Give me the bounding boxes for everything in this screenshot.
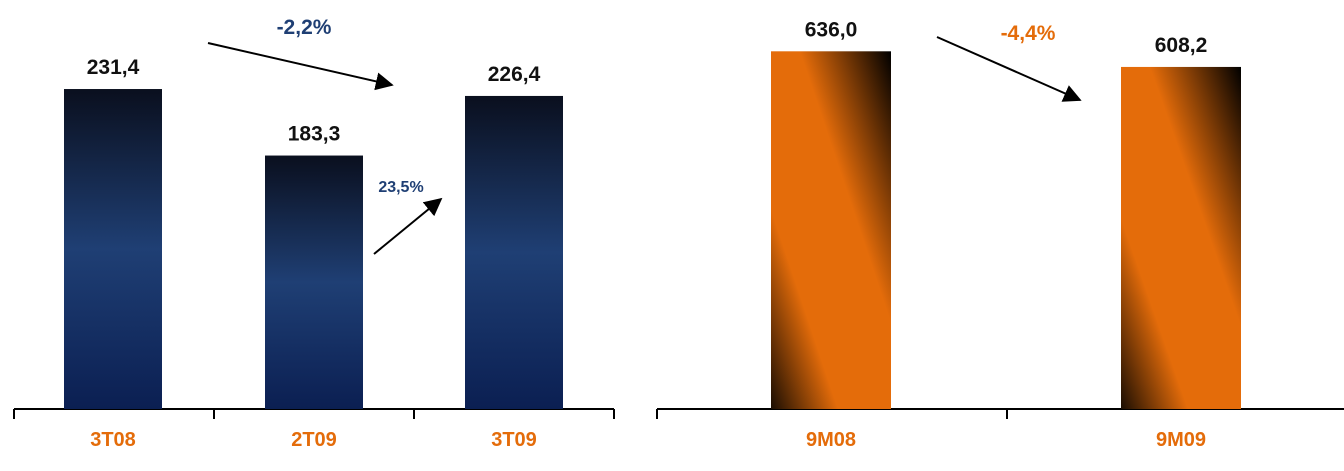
change-annotation-qoq: 23,5%	[378, 179, 423, 196]
value-label-3t09: 226,4	[488, 63, 541, 86]
arrow-3t08-to-3t09	[207, 42, 394, 91]
value-label-3t08: 231,4	[87, 56, 140, 79]
quarterly-chart: 231,4 183,3 226,4 3T08 2T09 3T09 -2,2% 2…	[13, 16, 615, 451]
value-label-9m08: 636,0	[805, 18, 858, 41]
arrow-2t09-to-3t09	[373, 197, 443, 255]
change-annotation-9m: -4,4%	[1001, 22, 1056, 45]
bar-3t08	[64, 89, 162, 409]
category-label-3t09: 3T09	[491, 429, 537, 451]
bar-2t09	[265, 155, 363, 409]
bar-3t09	[465, 95, 563, 409]
category-label-9m08: 9M08	[806, 429, 856, 451]
arrow-9m08-to-9m09	[936, 36, 1082, 102]
value-label-9m09: 608,2	[1155, 34, 1208, 57]
change-annotation-yoy: -2,2%	[277, 16, 332, 39]
nine-month-chart: 636,0 608,2 9M08 9M09 -4,4%	[656, 18, 1344, 451]
category-label-3t08: 3T08	[90, 429, 136, 451]
value-label-2t09: 183,3	[288, 123, 341, 146]
category-label-9m09: 9M09	[1156, 429, 1206, 451]
bar-9m09	[1121, 66, 1241, 410]
bar-9m08	[771, 51, 891, 409]
category-label-2t09: 2T09	[291, 429, 337, 451]
